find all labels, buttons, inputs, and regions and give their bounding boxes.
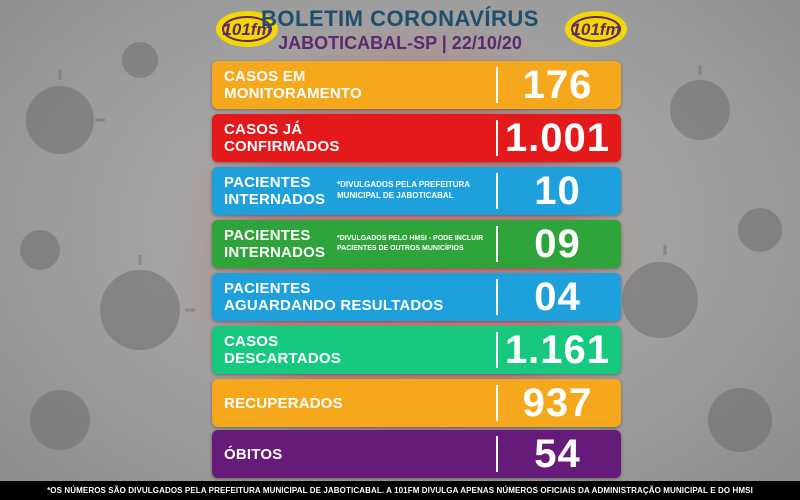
stat-divider: [496, 173, 498, 209]
footer-disclaimer: *OS NÚMEROS SÃO DIVULGADOS PELA PREFEITU…: [0, 481, 800, 500]
svg-text:101fm: 101fm: [571, 20, 620, 39]
stat-row-hospitalized-prefeitura: PACIENTES INTERNADOS *DIVULGADOS PELA PR…: [212, 167, 621, 215]
stat-divider: [496, 385, 498, 421]
stat-divider: [496, 120, 498, 156]
stat-row-discarded: CASOS DESCARTADOS 1.161: [212, 326, 621, 374]
stat-label-line1: CASOS: [224, 333, 279, 350]
page-subtitle: JABOTICABAL-SP | 22/10/20: [278, 33, 522, 53]
stat-divider: [496, 226, 498, 262]
stat-label-line2: INTERNADOS: [224, 244, 326, 261]
stat-label-line2: DESCARTADOS: [224, 350, 341, 367]
stat-label: PACIENTES INTERNADOS: [224, 220, 504, 268]
stat-label-line1: CASOS JÁ: [224, 121, 303, 138]
stat-divider: [496, 332, 498, 368]
stat-label: RECUPERADOS: [224, 379, 504, 427]
stat-value: 10: [534, 168, 581, 213]
stat-label: CASOS JÁ CONFIRMADOS: [224, 114, 504, 162]
radio-101fm-logo-left: 101fm: [216, 11, 278, 47]
stat-label-line2: AGUARDANDO RESULTADOS: [224, 297, 444, 314]
stat-note: *DIVULGADOS PELA PREFEITURA MUNICIPAL DE…: [337, 180, 470, 200]
stat-divider: [496, 67, 498, 103]
stat-value: 176: [522, 62, 593, 107]
stat-divider: [496, 436, 498, 472]
stat-value: 54: [534, 431, 581, 476]
stat-row-monitoring: CASOS EM MONITORAMENTO 176: [212, 61, 621, 109]
stat-value: 937: [522, 380, 593, 425]
stat-label-line2: INTERNADOS: [224, 191, 326, 208]
stat-row-awaiting-results: PACIENTES AGUARDANDO RESULTADOS 04: [212, 273, 621, 321]
stat-value: 1.161: [504, 327, 611, 372]
stat-label-line1: PACIENTES: [224, 227, 311, 244]
stat-label: PACIENTES INTERNADOS: [224, 167, 504, 215]
page-title: BOLETIM CORONAVÍRUS: [261, 6, 539, 31]
stat-value: 1.001: [504, 115, 611, 160]
stat-row-recovered: RECUPERADOS 937: [212, 379, 621, 427]
stat-label: PACIENTES AGUARDANDO RESULTADOS: [224, 273, 504, 321]
stat-label: ÓBITOS: [224, 430, 504, 478]
stat-label-line1: PACIENTES: [224, 280, 311, 297]
stat-divider: [496, 279, 498, 315]
stat-row-confirmed: CASOS JÁ CONFIRMADOS 1.001: [212, 114, 621, 162]
radio-101fm-logo-right: 101fm: [565, 11, 627, 47]
stat-value: 04: [534, 274, 581, 319]
stat-row-hospitalized-hmsi: PACIENTES INTERNADOS *DIVULGADOS PELO HM…: [212, 220, 621, 268]
stat-label-line2: CONFIRMADOS: [224, 138, 340, 155]
stat-label-line1: ÓBITOS: [224, 445, 283, 463]
svg-text:101fm: 101fm: [222, 20, 271, 39]
stat-label: CASOS DESCARTADOS: [224, 326, 504, 374]
stat-note: *DIVULGADOS PELO HMSI - PODE INCLUIR PAC…: [337, 235, 484, 252]
stat-label-line1: PACIENTES: [224, 174, 311, 191]
header: 101fm BOLETIM CORONAVÍRUS JABOTICABAL-SP…: [0, 0, 800, 58]
stat-value: 09: [534, 221, 581, 266]
stat-label: CASOS EM MONITORAMENTO: [224, 61, 504, 109]
stat-row-deaths: ÓBITOS 54: [212, 430, 621, 478]
stat-label-line1: CASOS EM: [224, 68, 306, 85]
stat-label-line1: RECUPERADOS: [224, 394, 343, 412]
stat-label-line2: MONITORAMENTO: [224, 85, 362, 102]
